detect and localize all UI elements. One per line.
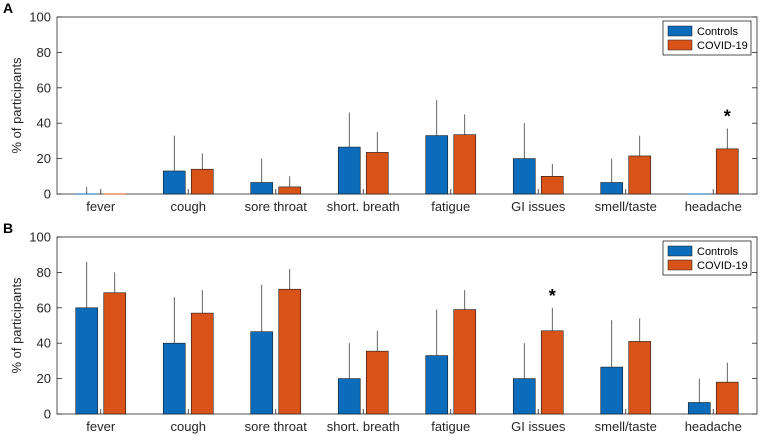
bar-covid	[103, 292, 127, 415]
bar-covid	[540, 176, 564, 195]
bar-covid	[278, 288, 302, 415]
bar-covid	[628, 155, 652, 195]
y-tick-label: 20	[37, 151, 51, 166]
bar-controls	[337, 378, 361, 415]
legend-label: COVID-19	[697, 40, 748, 52]
y-tick-label: 60	[37, 300, 51, 315]
panel-b: B 0 20 40 60 80 100 % of participants fever coug…	[0, 220, 767, 440]
x-tick-label: short. breath	[327, 199, 400, 214]
bar-controls	[250, 182, 274, 195]
legend-swatch-covid	[667, 39, 693, 51]
x-tick-label: fatigue	[431, 199, 470, 214]
bar-covid	[190, 312, 214, 415]
chart-a: 0 20 40 60 80 100 % of participants fever cough s…	[9, 10, 758, 214]
x-tick-label: smell/taste	[595, 199, 657, 214]
y-tick-label: 40	[37, 116, 51, 131]
bar-controls	[162, 342, 186, 415]
bar-controls	[687, 402, 711, 415]
x-tick-label: headache	[685, 419, 742, 434]
bar-controls	[512, 378, 536, 415]
y-tick-label: 60	[37, 80, 51, 95]
legend-label: Controls	[697, 26, 738, 38]
x-tick-label: GI issues	[511, 419, 566, 434]
legend-label: COVID-19	[697, 260, 748, 272]
y-axis-label: % of participants	[9, 57, 24, 154]
legend-swatch-controls	[667, 245, 693, 257]
x-tick-label: GI issues	[511, 199, 566, 214]
x-tick-label: smell/taste	[595, 419, 657, 434]
panel-label: B	[3, 220, 14, 236]
y-tick-label: 0	[44, 187, 51, 202]
bar-controls	[512, 158, 536, 195]
panel-a: A 0 20 40 60 80 100 % of participants fever coug…	[0, 0, 767, 220]
bar-covid	[453, 134, 477, 195]
bar-controls	[425, 135, 449, 195]
y-tick-label: 80	[37, 265, 51, 280]
bar-covid	[190, 168, 214, 195]
y-tick-label: 100	[29, 10, 51, 25]
x-tick-label: fever	[86, 199, 116, 214]
legend-label: Controls	[697, 246, 738, 258]
bar-controls	[250, 331, 274, 415]
bar-covid	[365, 350, 389, 415]
x-tick-label: short. breath	[327, 419, 400, 434]
chart-b: 0 20 40 60 80 100 % of participants fever cough s…	[9, 230, 758, 434]
bar-covid	[453, 309, 477, 415]
x-tick-label: headache	[685, 199, 742, 214]
bar-controls	[600, 366, 624, 415]
legend-swatch-controls	[667, 25, 693, 37]
bar-controls	[75, 307, 99, 415]
bar-covid	[715, 381, 739, 415]
bar-covid	[628, 341, 652, 415]
bar-controls	[337, 146, 361, 195]
plot-frame	[56, 236, 758, 415]
y-tick-label: 20	[37, 371, 51, 386]
legend-swatch-covid	[667, 259, 693, 271]
y-tick-label: 40	[37, 336, 51, 351]
bar-controls	[162, 170, 186, 195]
x-tick-label: cough	[171, 199, 206, 214]
bar-covid	[278, 186, 302, 195]
panel-label: A	[3, 0, 14, 16]
plot-frame	[56, 16, 758, 195]
bar-controls	[600, 182, 624, 195]
bar-controls	[425, 355, 449, 415]
x-tick-label: sore throat	[245, 199, 308, 214]
significance-marker: *	[724, 107, 731, 127]
x-tick-label: sore throat	[245, 419, 308, 434]
x-tick-label: fever	[86, 419, 116, 434]
y-tick-label: 0	[44, 407, 51, 422]
y-tick-label: 100	[29, 230, 51, 245]
significance-marker: *	[549, 286, 556, 306]
x-tick-label: cough	[171, 419, 206, 434]
y-axis-label: % of participants	[9, 277, 24, 374]
bar-covid	[540, 330, 564, 415]
bar-covid	[715, 148, 739, 195]
x-tick-label: fatigue	[431, 419, 470, 434]
y-tick-label: 80	[37, 45, 51, 60]
bar-covid	[365, 152, 389, 195]
